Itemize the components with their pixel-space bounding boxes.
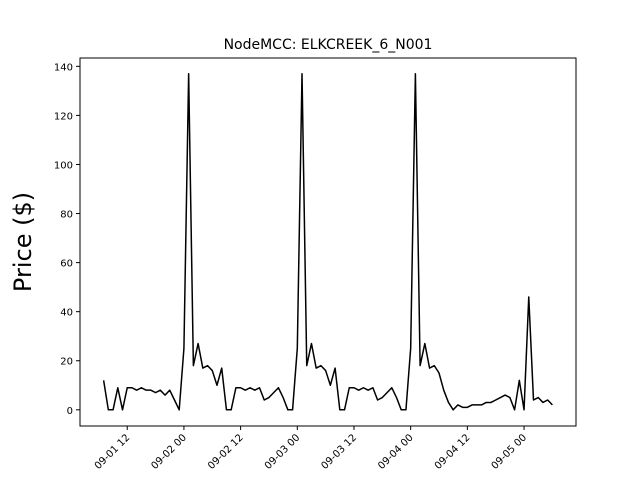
x-tick-label: 09-05 00 [490, 432, 530, 472]
plot-frame [79, 57, 577, 427]
x-tick-label: 09-04 00 [376, 432, 416, 472]
y-tick-label: 20 [60, 357, 73, 368]
y-tick-label: 60 [60, 259, 73, 270]
y-tick-label: 120 [54, 111, 73, 122]
x-tick-label: 09-01 12 [93, 432, 133, 472]
y-tick-label: 140 [54, 62, 73, 73]
y-tick-label: 80 [60, 210, 73, 221]
y-tick-label: 0 [67, 406, 73, 417]
y-tick-label: 100 [54, 160, 73, 171]
x-tick-label: 09-03 12 [320, 432, 360, 472]
x-tick-label: 09-02 00 [149, 432, 189, 472]
x-tick-label: 09-03 00 [263, 432, 303, 472]
x-tick-label: 09-02 12 [206, 432, 246, 472]
y-axis-label: Price ($) [9, 192, 37, 292]
x-tick-label: 09-04 12 [433, 432, 473, 472]
price-line [102, 72, 553, 411]
y-tick-label: 40 [60, 308, 73, 319]
chart-title: NodeMCC: ELKCREEK_6_N001 [224, 37, 433, 53]
